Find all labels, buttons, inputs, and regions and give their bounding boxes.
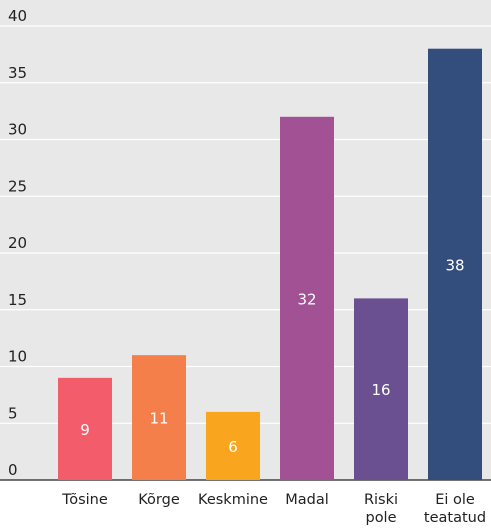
y-tick-label: 15 <box>8 291 27 309</box>
y-axis-tick-labels: 0 5 10 15 20 25 30 35 40 <box>8 7 27 479</box>
data-label: 11 <box>149 410 168 428</box>
bar <box>132 355 186 480</box>
x-tick-label: Keskmine <box>198 492 268 508</box>
bar <box>428 48 482 480</box>
bar <box>58 377 112 480</box>
y-tick-label: 0 <box>8 461 18 479</box>
x-tick-label: Ei ole <box>435 492 475 508</box>
y-tick-label: 5 <box>8 404 18 422</box>
data-label: 9 <box>80 421 90 439</box>
x-tick-label: Kõrge <box>138 492 180 508</box>
plot-background <box>48 0 491 480</box>
y-tick-label: 30 <box>8 121 27 139</box>
x-tick-label: Tõsine <box>61 492 108 508</box>
x-tick-label: Riski <box>364 492 398 508</box>
x-tick-label: teatatud <box>424 510 486 526</box>
data-label: 16 <box>371 381 390 399</box>
bar <box>206 411 260 480</box>
bars <box>58 48 482 481</box>
x-tick-label: Madal <box>285 492 329 508</box>
data-labels: 9 11 6 32 16 38 <box>80 256 464 456</box>
x-tick-label: pole <box>365 510 396 526</box>
bar <box>354 298 408 480</box>
y-tick-label: 35 <box>8 64 27 82</box>
y-tick-label: 10 <box>8 348 27 366</box>
data-label: 38 <box>445 256 464 274</box>
y-tick-label: 20 <box>8 234 27 252</box>
data-label: 32 <box>297 290 316 308</box>
bar <box>280 116 334 481</box>
y-axis-background <box>0 0 48 480</box>
data-label: 6 <box>228 438 238 456</box>
y-tick-label: 25 <box>8 177 27 195</box>
y-tick-label: 40 <box>8 7 27 25</box>
x-axis-tick-labels: Tõsine Kõrge Keskmine Madal Riski pole Ei ole t… <box>61 492 486 526</box>
